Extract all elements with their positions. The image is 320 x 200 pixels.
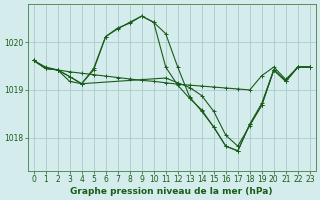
X-axis label: Graphe pression niveau de la mer (hPa): Graphe pression niveau de la mer (hPa) [70, 187, 273, 196]
